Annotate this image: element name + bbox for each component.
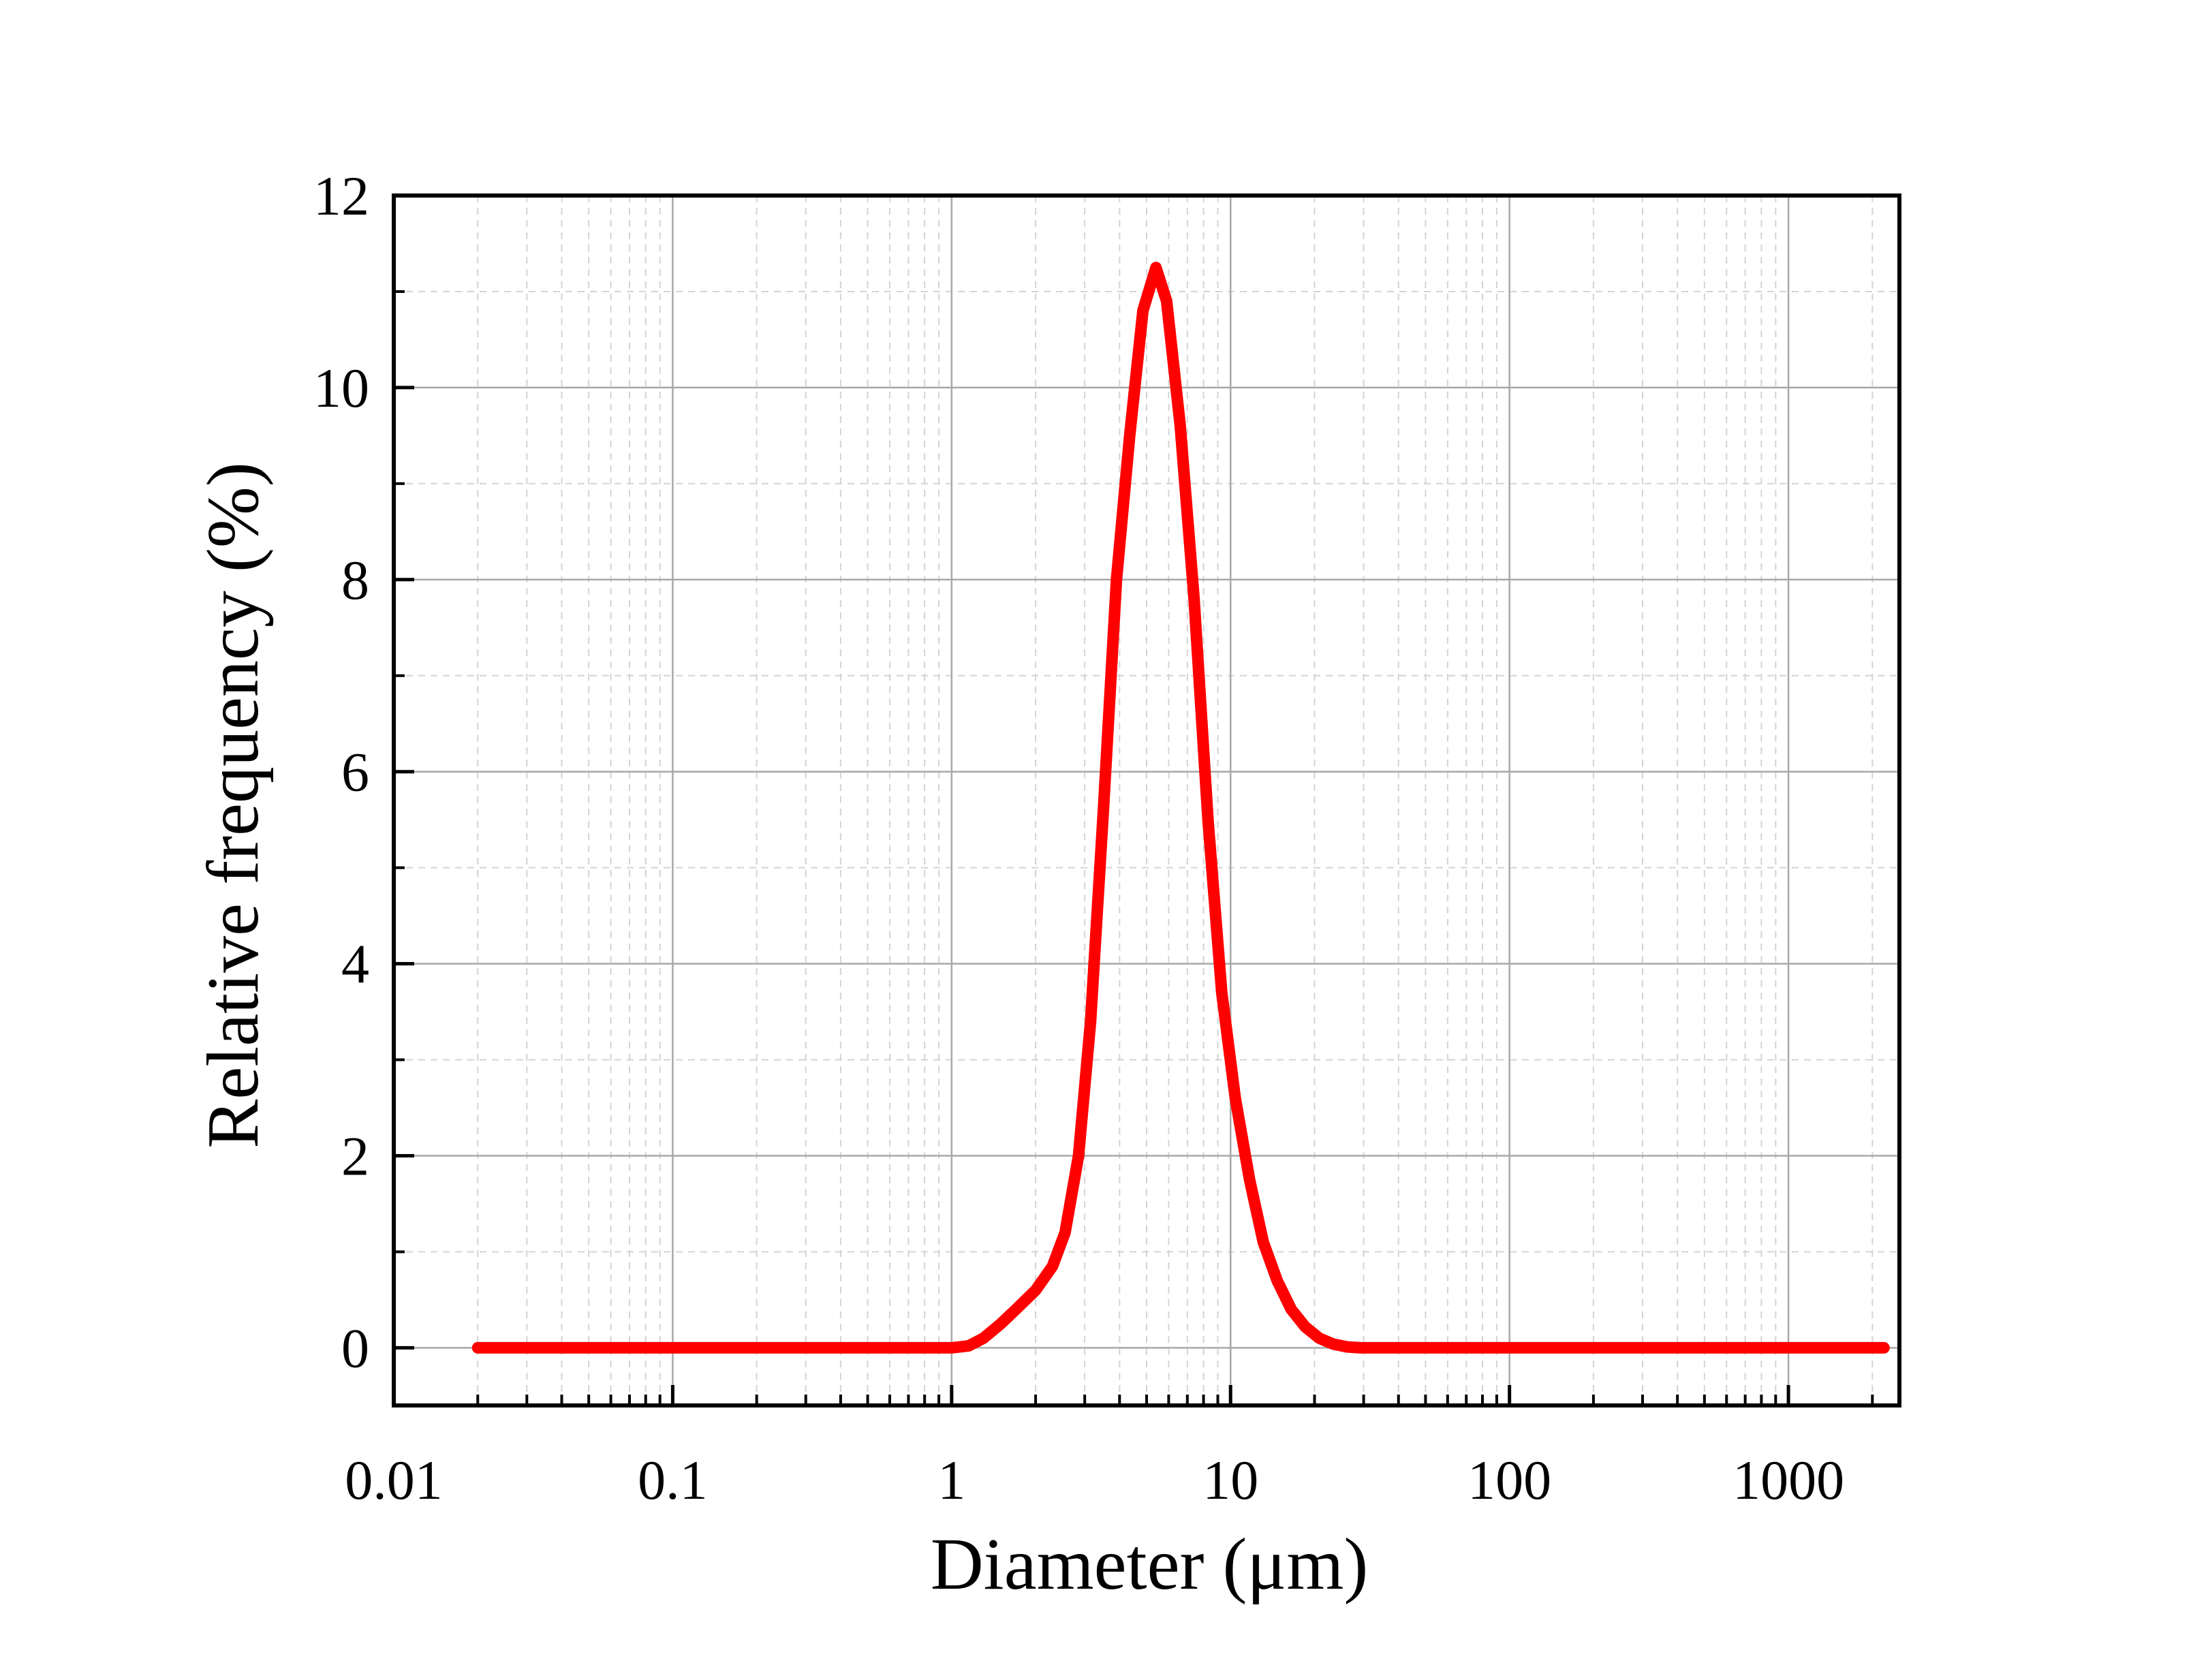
series-layer xyxy=(471,262,1890,1354)
y-tick-label: 4 xyxy=(341,933,369,995)
x-tick-label: 100 xyxy=(1467,1449,1551,1511)
y-tick-label: 6 xyxy=(341,741,369,803)
x-tick-label: 1000 xyxy=(1732,1449,1844,1511)
x-tick-label: 0.01 xyxy=(345,1449,443,1511)
y-tick-label: 10 xyxy=(313,357,369,419)
axes: 0.01 0.1 1 10 100 1000 0 2 4 6 8 10 12 xyxy=(313,165,1901,1511)
plot-frame xyxy=(392,193,1901,1407)
grid-lines xyxy=(392,194,1899,1405)
y-axis-title: Relative frequency (%) xyxy=(193,462,274,1149)
y-tick-label: 12 xyxy=(313,165,369,227)
y-tick-label: 0 xyxy=(341,1317,369,1379)
series-line xyxy=(471,262,1890,1354)
x-tick-label: 1 xyxy=(937,1449,965,1511)
x-tick-label: 10 xyxy=(1202,1449,1258,1511)
y-tick-label: 2 xyxy=(341,1125,369,1187)
x-axis-title: Diameter (μm) xyxy=(931,1524,1369,1605)
y-tick-label: 8 xyxy=(341,549,369,611)
x-tick-label: 0.1 xyxy=(638,1449,708,1511)
